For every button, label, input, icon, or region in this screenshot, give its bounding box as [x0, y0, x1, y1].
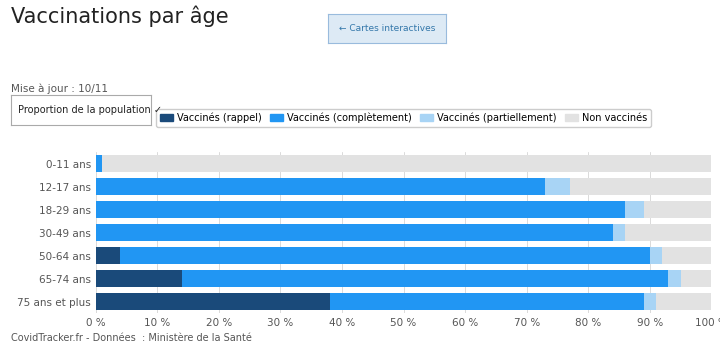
Bar	[656, 293, 711, 310]
Bar	[96, 270, 182, 287]
Bar	[625, 201, 644, 218]
Bar	[96, 201, 625, 218]
Bar	[120, 247, 650, 264]
Bar	[644, 201, 711, 218]
Bar	[668, 270, 680, 287]
Bar	[570, 179, 711, 195]
Bar	[545, 179, 570, 195]
Bar	[662, 247, 711, 264]
Text: Mise à jour : 10/11: Mise à jour : 10/11	[11, 83, 108, 93]
Bar	[96, 247, 120, 264]
Text: Vaccinations par âge: Vaccinations par âge	[11, 5, 228, 27]
Bar	[330, 293, 644, 310]
Bar	[182, 270, 668, 287]
Bar	[613, 225, 625, 241]
Bar	[680, 270, 711, 287]
Text: ← Cartes interactives: ← Cartes interactives	[339, 24, 435, 33]
Bar	[625, 225, 711, 241]
Bar	[96, 293, 330, 310]
Text: CovidTracker.fr - Données  : Ministère de la Santé: CovidTracker.fr - Données : Ministère de…	[11, 333, 252, 343]
Bar	[96, 225, 613, 241]
Bar	[96, 179, 545, 195]
Bar	[102, 155, 711, 172]
Text: Proportion de la population ✓: Proportion de la population ✓	[18, 105, 162, 115]
Bar	[644, 293, 656, 310]
Bar	[96, 155, 102, 172]
Bar	[650, 247, 662, 264]
Legend: Vaccinés (rappel), Vaccinés (complètement), Vaccinés (partiellement), Non vaccin: Vaccinés (rappel), Vaccinés (complètemen…	[156, 109, 652, 127]
